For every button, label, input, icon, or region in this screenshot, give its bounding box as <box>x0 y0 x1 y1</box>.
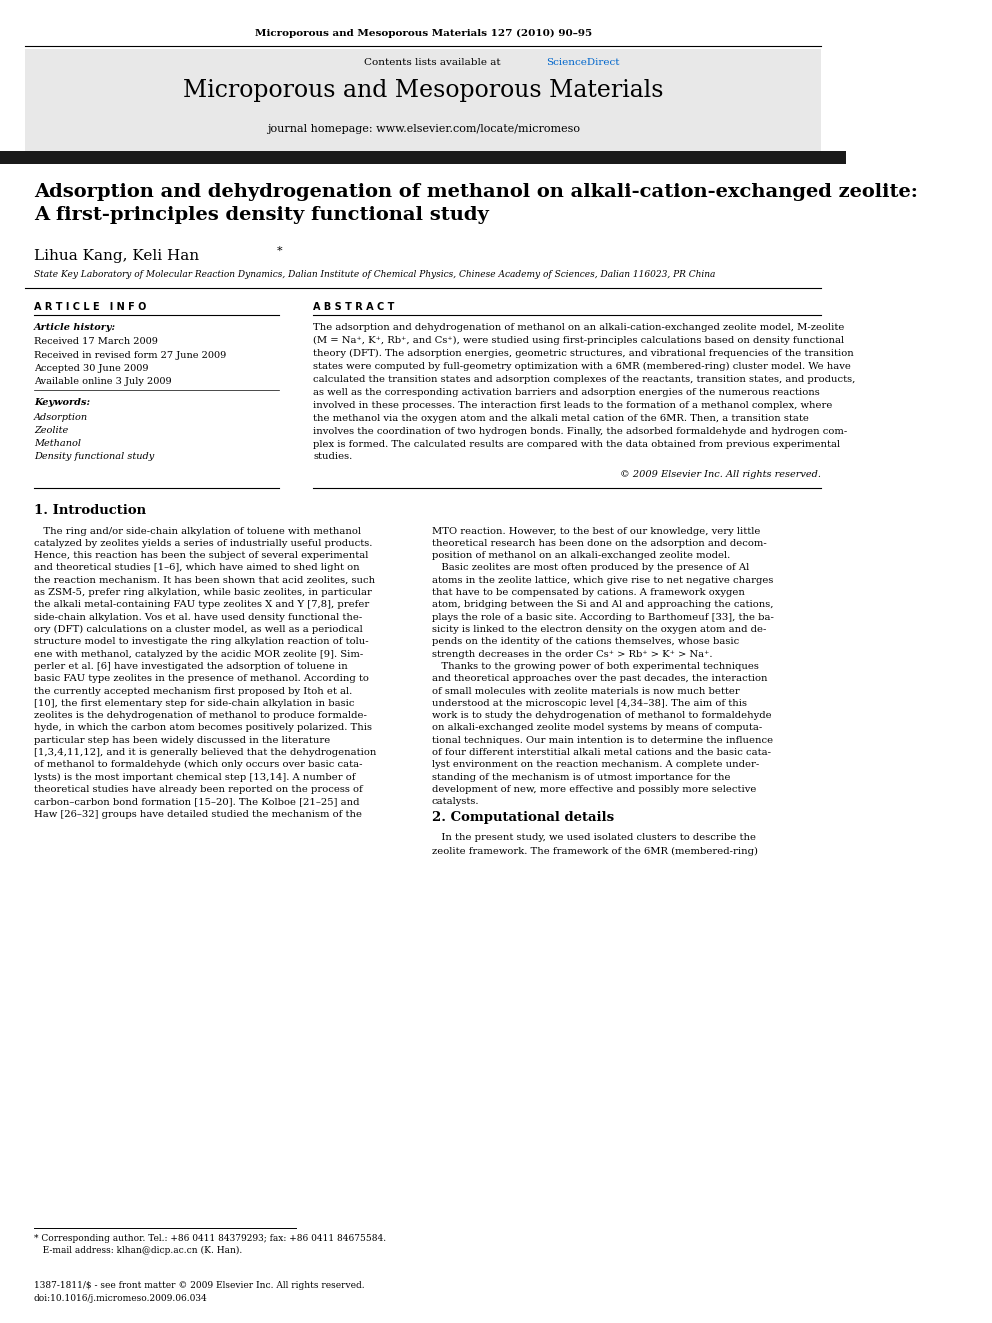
Text: side-chain alkylation. Vos et al. have used density functional the-: side-chain alkylation. Vos et al. have u… <box>34 613 362 622</box>
Text: of small molecules with zeolite materials is now much better: of small molecules with zeolite material… <box>432 687 739 696</box>
Text: perler et al. [6] have investigated the adsorption of toluene in: perler et al. [6] have investigated the … <box>34 662 347 671</box>
Bar <box>26 49 820 152</box>
Text: atoms in the zeolite lattice, which give rise to net negative charges: atoms in the zeolite lattice, which give… <box>432 576 773 585</box>
Text: lysts) is the most important chemical step [13,14]. A number of: lysts) is the most important chemical st… <box>34 773 355 782</box>
Text: calculated the transition states and adsorption complexes of the reactants, tran: calculated the transition states and ads… <box>313 374 855 384</box>
Text: Article history:: Article history: <box>34 323 116 332</box>
Text: A R T I C L E   I N F O: A R T I C L E I N F O <box>34 302 146 312</box>
Text: strength decreases in the order Cs⁺ > Rb⁺ > K⁺ > Na⁺.: strength decreases in the order Cs⁺ > Rb… <box>432 650 712 659</box>
Text: of four different interstitial alkali metal cations and the basic cata-: of four different interstitial alkali me… <box>432 747 771 757</box>
Text: theoretical studies have already been reported on the process of: theoretical studies have already been re… <box>34 785 363 794</box>
Text: theoretical research has been done on the adsorption and decom-: theoretical research has been done on th… <box>432 538 766 548</box>
Text: basic FAU type zeolites in the presence of methanol. According to: basic FAU type zeolites in the presence … <box>34 675 369 683</box>
Text: catalyzed by zeolites yields a series of industrially useful products.: catalyzed by zeolites yields a series of… <box>34 538 372 548</box>
Text: development of new, more effective and possibly more selective: development of new, more effective and p… <box>432 785 756 794</box>
Text: and theoretical approaches over the past decades, the interaction: and theoretical approaches over the past… <box>432 675 767 683</box>
Text: Thanks to the growing power of both experimental techniques: Thanks to the growing power of both expe… <box>432 662 759 671</box>
Text: Basic zeolites are most often produced by the presence of Al: Basic zeolites are most often produced b… <box>432 564 749 573</box>
Text: atom, bridging between the Si and Al and approaching the cations,: atom, bridging between the Si and Al and… <box>432 601 773 610</box>
Text: Adsorption and dehydrogenation of methanol on alkali-cation-exchanged zeolite:
A: Adsorption and dehydrogenation of methan… <box>34 183 918 224</box>
Text: plays the role of a basic site. According to Barthomeuf [33], the ba-: plays the role of a basic site. Accordin… <box>432 613 774 622</box>
Text: states were computed by full-geometry optimization with a 6MR (membered-ring) cl: states were computed by full-geometry op… <box>313 361 851 370</box>
Text: Lihua Kang, Keli Han: Lihua Kang, Keli Han <box>34 249 199 263</box>
Text: sicity is linked to the electron density on the oxygen atom and de-: sicity is linked to the electron density… <box>432 624 766 634</box>
Text: zeolite framework. The framework of the 6MR (membered-ring): zeolite framework. The framework of the … <box>432 847 758 856</box>
Text: plex is formed. The calculated results are compared with the data obtained from : plex is formed. The calculated results a… <box>313 439 840 448</box>
Text: Zeolite: Zeolite <box>34 426 68 435</box>
Text: (M = Na⁺, K⁺, Rb⁺, and Cs⁺), were studied using first-principles calculations ba: (M = Na⁺, K⁺, Rb⁺, and Cs⁺), were studie… <box>313 336 844 345</box>
Text: carbon–carbon bond formation [15–20]. The Kolboe [21–25] and: carbon–carbon bond formation [15–20]. Th… <box>34 798 359 806</box>
Bar <box>0 151 846 164</box>
Text: zeolites is the dehydrogenation of methanol to produce formalde-: zeolites is the dehydrogenation of metha… <box>34 712 367 720</box>
Text: work is to study the dehydrogenation of methanol to formaldehyde: work is to study the dehydrogenation of … <box>432 712 771 720</box>
Text: as ZSM-5, prefer ring alkylation, while basic zeolites, in particular: as ZSM-5, prefer ring alkylation, while … <box>34 587 372 597</box>
Text: theory (DFT). The adsorption energies, geometric structures, and vibrational fre: theory (DFT). The adsorption energies, g… <box>313 349 854 357</box>
Text: E-mail address: klhan@dicp.ac.cn (K. Han).: E-mail address: klhan@dicp.ac.cn (K. Han… <box>34 1246 242 1256</box>
Text: In the present study, we used isolated clusters to describe the: In the present study, we used isolated c… <box>432 833 756 843</box>
Text: 1. Introduction: 1. Introduction <box>34 504 146 517</box>
Text: catalysts.: catalysts. <box>432 798 479 806</box>
Text: [10], the first elementary step for side-chain alkylation in basic: [10], the first elementary step for side… <box>34 699 354 708</box>
Text: Received 17 March 2009: Received 17 March 2009 <box>34 337 158 347</box>
Text: the alkali metal-containing FAU type zeolites X and Y [7,8], prefer: the alkali metal-containing FAU type zeo… <box>34 601 369 610</box>
Text: understood at the microscopic level [4,34–38]. The aim of this: understood at the microscopic level [4,3… <box>432 699 747 708</box>
Text: the methanol via the oxygen atom and the alkali metal cation of the 6MR. Then, a: the methanol via the oxygen atom and the… <box>313 414 808 422</box>
Text: pends on the identity of the cations themselves, whose basic: pends on the identity of the cations the… <box>432 638 739 647</box>
Text: as well as the corresponding activation barriers and adsorption energies of the : as well as the corresponding activation … <box>313 388 819 397</box>
Text: structure model to investigate the ring alkylation reaction of tolu-: structure model to investigate the ring … <box>34 638 368 647</box>
Text: *: * <box>277 246 283 257</box>
Text: Contents lists available at: Contents lists available at <box>364 58 504 67</box>
Text: Available online 3 July 2009: Available online 3 July 2009 <box>34 377 172 386</box>
Text: journal homepage: www.elsevier.com/locate/micromeso: journal homepage: www.elsevier.com/locat… <box>267 124 579 135</box>
Text: Hence, this reaction has been the subject of several experimental: Hence, this reaction has been the subjec… <box>34 552 368 560</box>
Text: position of methanol on an alkali-exchanged zeolite model.: position of methanol on an alkali-exchan… <box>432 552 730 560</box>
Text: Microporous and Mesoporous Materials: Microporous and Mesoporous Materials <box>183 79 664 102</box>
Text: the reaction mechanism. It has been shown that acid zeolites, such: the reaction mechanism. It has been show… <box>34 576 375 585</box>
Text: Received in revised form 27 June 2009: Received in revised form 27 June 2009 <box>34 351 226 360</box>
Text: State Key Laboratory of Molecular Reaction Dynamics, Dalian Institute of Chemica: State Key Laboratory of Molecular Reacti… <box>34 270 715 279</box>
Text: 1387-1811/$ - see front matter © 2009 Elsevier Inc. All rights reserved.: 1387-1811/$ - see front matter © 2009 El… <box>34 1281 364 1290</box>
Text: on alkali-exchanged zeolite model systems by means of computa-: on alkali-exchanged zeolite model system… <box>432 724 762 733</box>
Text: The ring and/or side-chain alkylation of toluene with methanol: The ring and/or side-chain alkylation of… <box>34 527 361 536</box>
Text: doi:10.1016/j.micromeso.2009.06.034: doi:10.1016/j.micromeso.2009.06.034 <box>34 1294 207 1303</box>
Text: tional techniques. Our main intention is to determine the influence: tional techniques. Our main intention is… <box>432 736 773 745</box>
Text: involves the coordination of two hydrogen bonds. Finally, the adsorbed formaldeh: involves the coordination of two hydroge… <box>313 426 847 435</box>
Text: lyst environment on the reaction mechanism. A complete under-: lyst environment on the reaction mechani… <box>432 761 759 770</box>
Text: Keywords:: Keywords: <box>34 398 90 407</box>
Text: standing of the mechanism is of utmost importance for the: standing of the mechanism is of utmost i… <box>432 773 730 782</box>
Text: of methanol to formaldehyde (which only occurs over basic cata-: of methanol to formaldehyde (which only … <box>34 761 362 770</box>
Text: involved in these processes. The interaction first leads to the formation of a m: involved in these processes. The interac… <box>313 401 832 410</box>
Text: hyde, in which the carbon atom becomes positively polarized. This: hyde, in which the carbon atom becomes p… <box>34 724 372 733</box>
Text: Adsorption: Adsorption <box>34 413 88 422</box>
Text: ory (DFT) calculations on a cluster model, as well as a periodical: ory (DFT) calculations on a cluster mode… <box>34 624 363 634</box>
Text: studies.: studies. <box>313 452 352 462</box>
Text: that have to be compensated by cations. A framework oxygen: that have to be compensated by cations. … <box>432 587 744 597</box>
Text: particular step has been widely discussed in the literature: particular step has been widely discusse… <box>34 736 330 745</box>
Text: 2. Computational details: 2. Computational details <box>432 811 614 824</box>
Text: ene with methanol, catalyzed by the acidic MOR zeolite [9]. Sim-: ene with methanol, catalyzed by the acid… <box>34 650 363 659</box>
Text: Microporous and Mesoporous Materials 127 (2010) 90–95: Microporous and Mesoporous Materials 127… <box>255 29 591 38</box>
Text: A B S T R A C T: A B S T R A C T <box>313 302 395 312</box>
Text: [1,3,4,11,12], and it is generally believed that the dehydrogenation: [1,3,4,11,12], and it is generally belie… <box>34 747 376 757</box>
Text: The adsorption and dehydrogenation of methanol on an alkali-cation-exchanged zeo: The adsorption and dehydrogenation of me… <box>313 323 844 332</box>
Text: © 2009 Elsevier Inc. All rights reserved.: © 2009 Elsevier Inc. All rights reserved… <box>620 470 820 479</box>
Text: and theoretical studies [1–6], which have aimed to shed light on: and theoretical studies [1–6], which hav… <box>34 564 359 573</box>
Text: Accepted 30 June 2009: Accepted 30 June 2009 <box>34 364 149 373</box>
Text: Haw [26–32] groups have detailed studied the mechanism of the: Haw [26–32] groups have detailed studied… <box>34 810 362 819</box>
Text: * Corresponding author. Tel.: +86 0411 84379293; fax: +86 0411 84675584.: * Corresponding author. Tel.: +86 0411 8… <box>34 1234 386 1244</box>
Text: the currently accepted mechanism first proposed by Itoh et al.: the currently accepted mechanism first p… <box>34 687 352 696</box>
Text: Methanol: Methanol <box>34 439 80 448</box>
Text: Density functional study: Density functional study <box>34 452 154 462</box>
Text: ScienceDirect: ScienceDirect <box>546 58 619 67</box>
Text: MTO reaction. However, to the best of our knowledge, very little: MTO reaction. However, to the best of ou… <box>432 527 760 536</box>
